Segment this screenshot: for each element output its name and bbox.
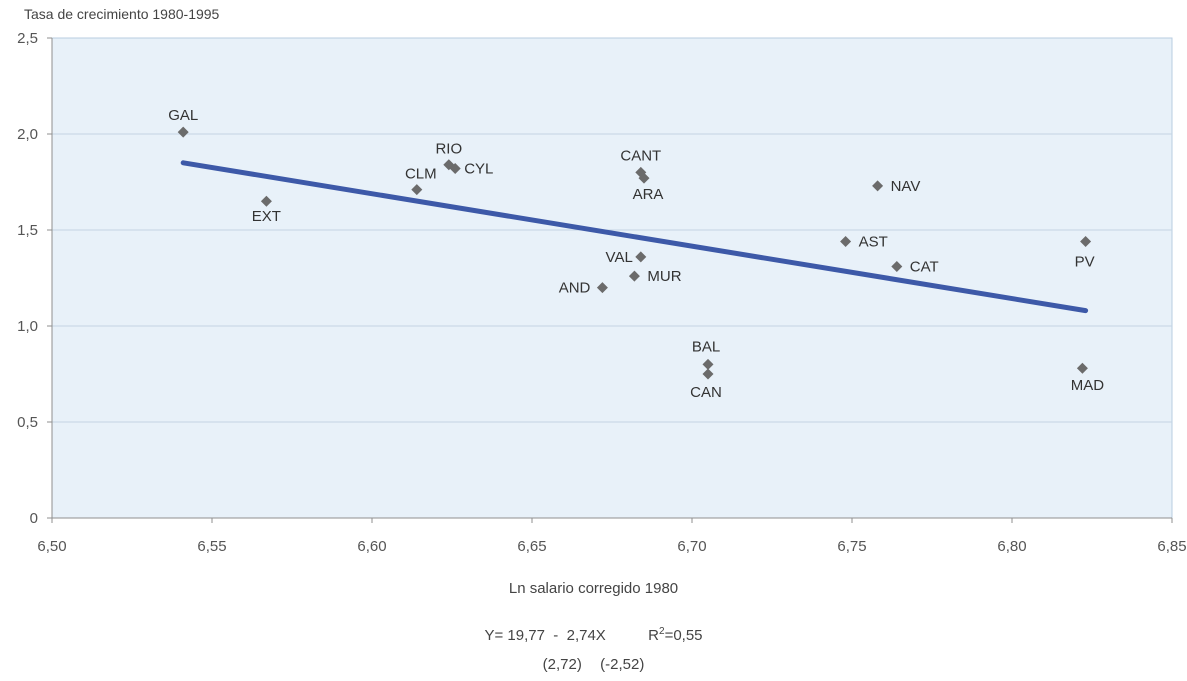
equation-lhs: Y= 19,77 - 2,74X (484, 627, 606, 644)
point-marker-cyl (449, 163, 461, 175)
plot-area (51, 37, 1173, 519)
point-marker-nav (872, 180, 884, 192)
x-tick-label: 6,55 (197, 538, 226, 555)
scatter-chart: 0 0,5 1,0 1,5 2,0 2,5 6,50 6,55 6,60 6,65 6,70 6,75… (17, 30, 1186, 555)
point-label-and: AND (559, 280, 591, 297)
x-axis-title: Ln salario corregido 1980 (508, 580, 679, 597)
y-tick-label: 2,0 (17, 126, 38, 143)
standard-errors: (2,72) (-2,52) (0, 656, 1187, 673)
point-marker-gal (177, 126, 189, 138)
point-marker-clm (411, 184, 423, 196)
point-marker-val (635, 251, 647, 263)
point-label-mur: MUR (647, 268, 681, 285)
point-marker-ext (260, 195, 272, 207)
point-marker-mur (628, 270, 640, 282)
trend-line (180, 160, 1089, 314)
x-tick-label: 6,70 (677, 538, 706, 555)
point-label-mad: MAD (1071, 377, 1105, 394)
point-label-gal: GAL (168, 107, 198, 124)
y-axis-title: Tasa de crecimiento 1980-1995 (24, 6, 220, 22)
y-tick-label: 1,5 (17, 222, 38, 239)
x-tick-label: 6,85 (1157, 538, 1186, 555)
point-label-ara: ARA (633, 186, 664, 203)
y-tick-label: 2,5 (17, 30, 38, 47)
point-label-val: VAL (606, 249, 633, 266)
point-label-pv: PV (1075, 254, 1095, 271)
x-tick-label: 6,80 (997, 538, 1026, 555)
x-tick-label: 6,60 (357, 538, 386, 555)
point-marker-ast (840, 236, 852, 248)
y-tick-label: 0 (30, 510, 38, 527)
point-marker-bal (702, 358, 714, 370)
point-label-can: CAN (690, 384, 722, 401)
point-marker-mad (1076, 362, 1088, 374)
point-label-clm: CLM (405, 166, 437, 183)
x-tick-label: 6,75 (837, 538, 866, 555)
point-marker-pv (1080, 236, 1092, 248)
y-tick-label: 1,0 (17, 318, 38, 335)
point-marker-ara (638, 172, 650, 184)
regression-equation: Y= 19,77 - 2,74X R2=0,55 (0, 626, 1187, 644)
point-marker-can (702, 368, 714, 380)
point-marker-and (596, 282, 608, 294)
y-tick-label: 0,5 (17, 414, 38, 431)
point-marker-cat (891, 260, 903, 272)
standard-error-intercept: (2,72) (542, 656, 582, 673)
x-tick-label: 6,65 (517, 538, 546, 555)
point-label-ast: AST (859, 234, 888, 251)
r-squared: R2=0,55 (648, 626, 703, 644)
point-label-cat: CAT (910, 258, 939, 275)
point-label-ext: EXT (252, 208, 281, 225)
point-label-bal: BAL (692, 338, 720, 355)
point-label-cyl: CYL (464, 161, 493, 178)
point-label-cant: CANT (620, 147, 661, 164)
point-label-nav: NAV (891, 178, 921, 195)
standard-error-slope: (-2,52) (600, 656, 645, 673)
point-label-rio: RIO (435, 141, 462, 158)
x-tick-label: 6,50 (37, 538, 66, 555)
